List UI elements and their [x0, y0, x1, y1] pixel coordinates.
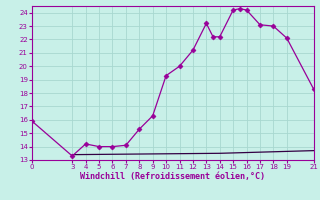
X-axis label: Windchill (Refroidissement éolien,°C): Windchill (Refroidissement éolien,°C) — [80, 172, 265, 181]
